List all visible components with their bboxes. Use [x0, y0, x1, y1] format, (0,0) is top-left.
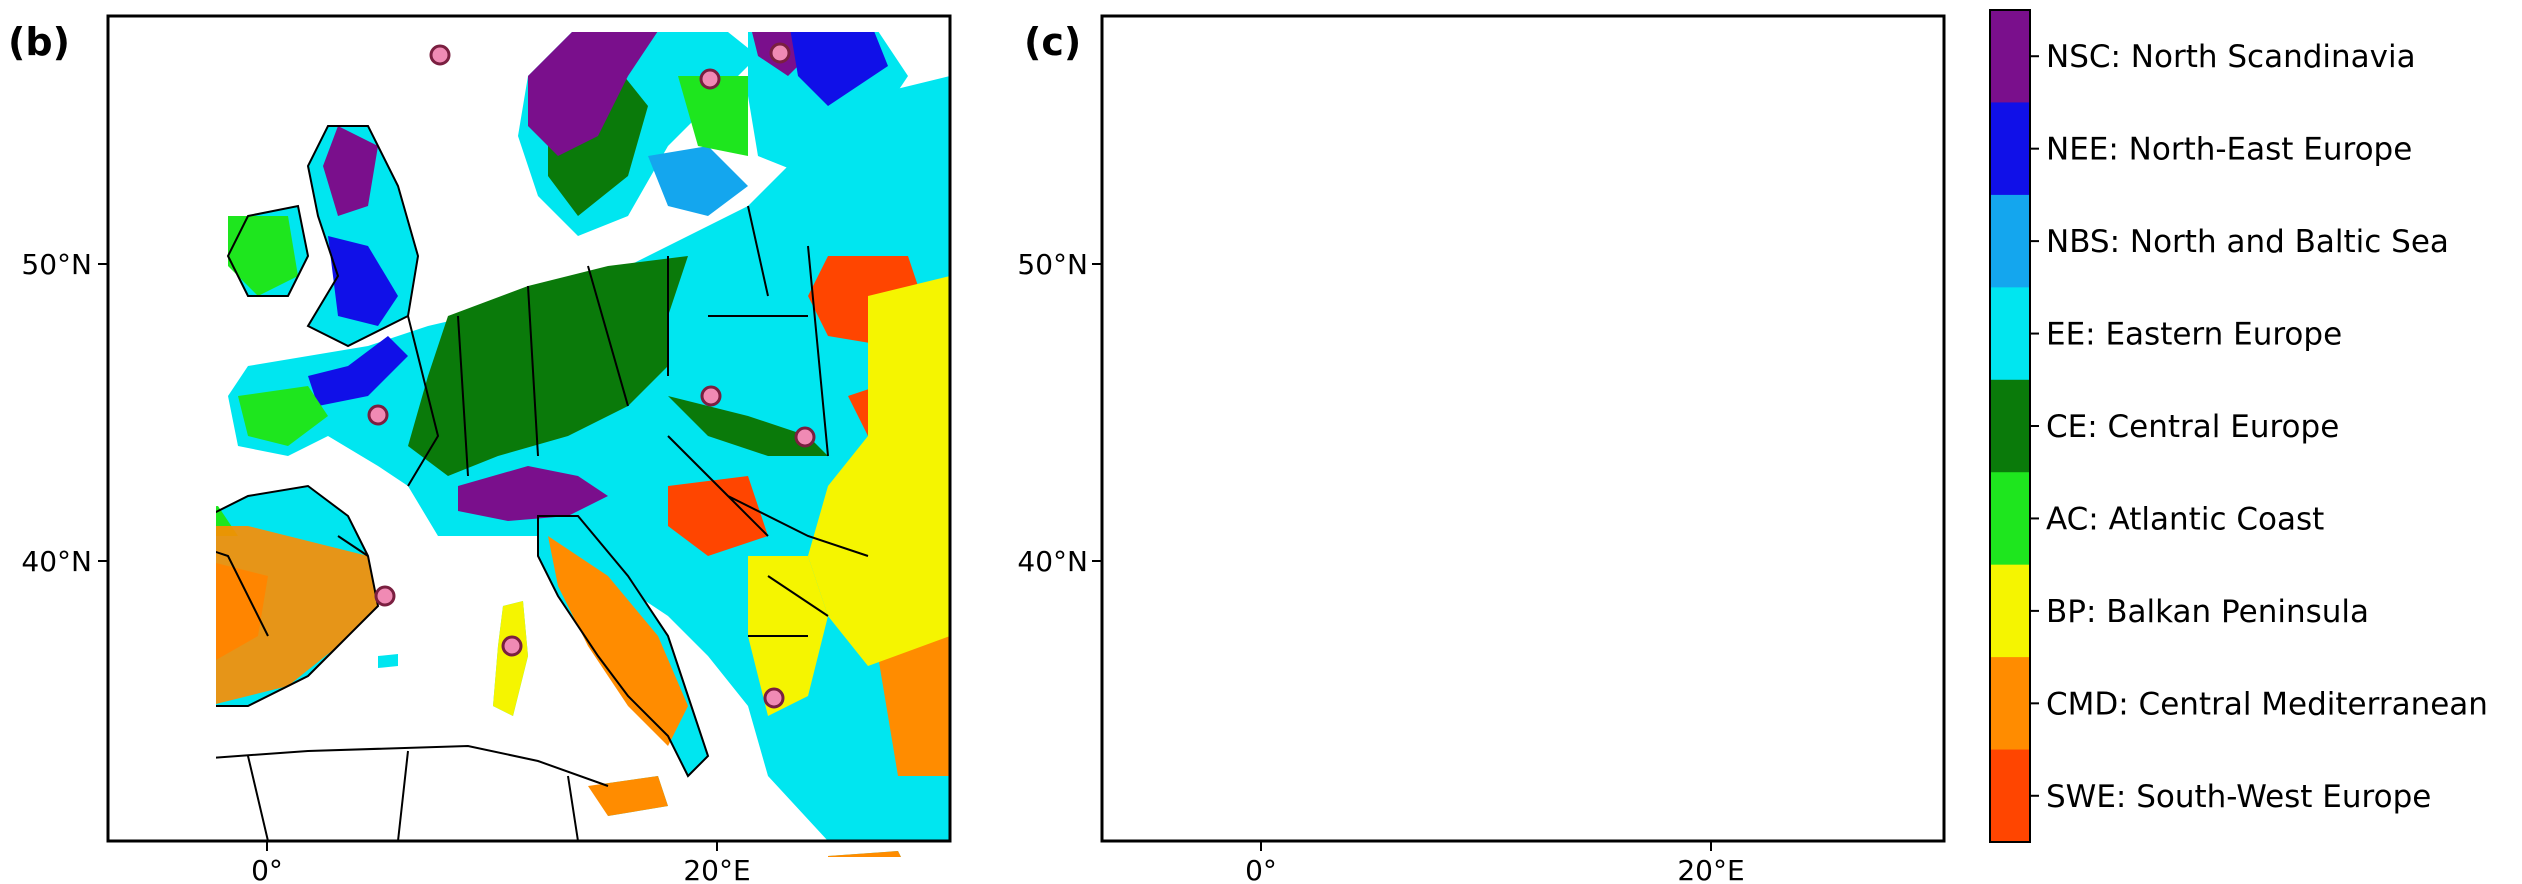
legend-swatch-ce [1990, 379, 2030, 473]
region-nee-channel [308, 336, 408, 406]
map-b-frame [106, 14, 952, 843]
legend-swatch-cmd [1990, 657, 2030, 751]
region-bp-sardinia [493, 601, 528, 716]
lat-tick-40: 40°N [21, 545, 92, 578]
station-marker [769, 42, 791, 64]
legend-frame [1989, 9, 2031, 843]
station-markers [367, 42, 816, 709]
map-panel-b: 50°N 40°N 0° 20°E [21, 14, 952, 884]
lat-tick-40: 40°N [1017, 545, 1088, 578]
legend-label-ce: CE: Central Europe [2046, 409, 2339, 445]
lat-tick-50: 50°N [21, 248, 92, 281]
region-cmd-iberia [216, 526, 378, 704]
legend-label-nsc: NSC: North Scandinavia [2046, 39, 2416, 75]
region-cmd-crete [1822, 851, 1897, 866]
region-bp-east [808, 276, 950, 666]
map-c-frame [1100, 14, 1946, 843]
lon-tick-0: 0° [251, 854, 283, 884]
lon-tick-20: 20°E [1677, 854, 1744, 884]
region-nsc [528, 32, 658, 156]
region-cmd-italy [548, 536, 688, 746]
region-nee-uk [328, 236, 398, 326]
legend-label-bp: BP: Balkan Peninsula [2046, 594, 2369, 630]
region-ac-brittany [238, 386, 328, 446]
legend-swatch-nsc [1990, 10, 2030, 103]
legend-swatch-nee [1990, 102, 2030, 196]
lat-tick-50: 50°N [1017, 248, 1088, 281]
region-ac-ireland [228, 216, 298, 296]
station-marker [699, 68, 721, 90]
legend-label-nbs: NBS: North and Baltic Sea [2046, 224, 2449, 260]
legend-label-cmd: CMD: Central Mediterranean [2046, 686, 2488, 722]
station-marker [429, 44, 451, 66]
legend-label-ee: EE: Eastern Europe [2046, 317, 2342, 353]
map-c-ocean [1102, 16, 1944, 841]
panel-c-label: (c) [1024, 20, 1082, 64]
station-marker [763, 687, 785, 709]
region-nsc-scotland [323, 126, 378, 216]
station-marker [367, 404, 389, 426]
legend-swatch-swe [1990, 749, 2030, 843]
legend-swatch-ee [1990, 287, 2030, 381]
legend-label-ac: AC: Atlantic Coast [2046, 501, 2324, 537]
station-marker [794, 426, 816, 448]
region-cmd-crete [828, 851, 901, 857]
region-nbs [648, 146, 748, 216]
region-ac-baltic [678, 76, 748, 156]
legend-swatch-ac [1990, 472, 2030, 566]
region-nee-finland [790, 32, 888, 106]
lon-tick-20: 20°E [683, 854, 750, 884]
legend-swatch-bp [1990, 564, 2030, 658]
region-swe-balkan [668, 476, 768, 556]
region-nsc-alps [458, 466, 608, 521]
region-ce-danube [668, 396, 828, 456]
panel-b-label: (b) [8, 20, 70, 64]
station-marker [374, 585, 396, 607]
lon-tick-0: 0° [1245, 854, 1277, 884]
legend-label-swe: SWE: South-West Europe [2046, 779, 2431, 815]
station-marker [700, 385, 722, 407]
station-marker [501, 635, 523, 657]
legend-label-nee: NEE: North-East Europe [2046, 132, 2412, 168]
legend-colorbar: NSC: North Scandinavia NEE: North-East Eu… [1989, 9, 2488, 843]
country-borders-b [216, 125, 869, 842]
legend-swatch-nbs [1990, 194, 2030, 288]
region-ce [408, 256, 688, 476]
map-panel-c: 50°N 40°N 0° 20°E [1017, 14, 1946, 884]
region-cmd-turkey [878, 616, 950, 776]
